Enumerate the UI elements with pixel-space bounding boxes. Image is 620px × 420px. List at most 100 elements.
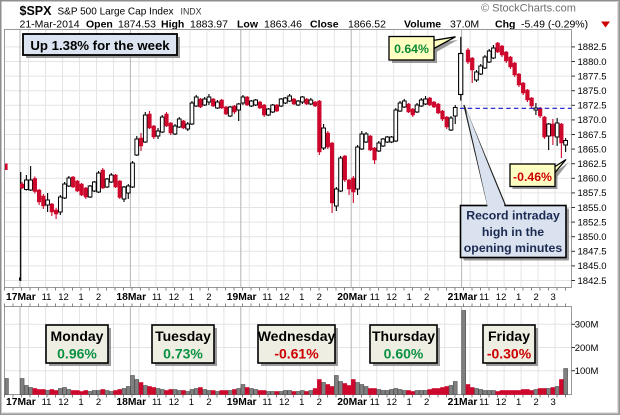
svg-text:1: 1 bbox=[78, 397, 83, 408]
svg-text:Volume: Volume bbox=[404, 18, 441, 30]
svg-text:1866.52: 1866.52 bbox=[348, 18, 386, 30]
svg-text:Low: Low bbox=[237, 18, 259, 30]
svg-text:Chg: Chg bbox=[495, 18, 515, 30]
svg-text:11: 11 bbox=[42, 292, 52, 303]
svg-text:1: 1 bbox=[516, 397, 521, 408]
svg-text:1: 1 bbox=[407, 292, 412, 303]
svg-text:Friday: Friday bbox=[488, 328, 530, 344]
svg-text:0.60%: 0.60% bbox=[384, 346, 424, 362]
svg-text:18Mar: 18Mar bbox=[116, 292, 146, 303]
svg-text:1: 1 bbox=[78, 292, 83, 303]
svg-text:3: 3 bbox=[550, 292, 555, 303]
svg-text:21Mar: 21Mar bbox=[448, 292, 478, 303]
svg-text:INDX: INDX bbox=[181, 6, 202, 16]
svg-text:1867.5: 1867.5 bbox=[578, 130, 607, 141]
svg-text:1865.0: 1865.0 bbox=[578, 144, 607, 155]
svg-text:1877.5: 1877.5 bbox=[578, 71, 607, 82]
svg-text:-5.49 (-0.29%): -5.49 (-0.29%) bbox=[521, 18, 588, 30]
svg-text:1: 1 bbox=[516, 292, 521, 303]
svg-text:2: 2 bbox=[96, 292, 101, 303]
svg-text:-0.46%: -0.46% bbox=[513, 170, 552, 184]
svg-text:21Mar: 21Mar bbox=[448, 397, 478, 408]
svg-text:11: 11 bbox=[370, 292, 380, 303]
svg-text:12: 12 bbox=[279, 292, 290, 303]
svg-text:0.64%: 0.64% bbox=[394, 42, 429, 56]
svg-text:20Mar: 20Mar bbox=[337, 292, 367, 303]
svg-text:17Mar: 17Mar bbox=[6, 292, 36, 303]
svg-text:11: 11 bbox=[479, 292, 489, 303]
svg-text:2: 2 bbox=[206, 292, 211, 303]
svg-text:high in the: high in the bbox=[482, 225, 544, 239]
svg-text:1860.0: 1860.0 bbox=[578, 174, 607, 185]
svg-text:-0.61%: -0.61% bbox=[274, 346, 319, 362]
svg-text:200M: 200M bbox=[575, 343, 599, 354]
svg-text:11: 11 bbox=[262, 397, 272, 408]
svg-text:20Mar: 20Mar bbox=[337, 397, 367, 408]
svg-text:Monday: Monday bbox=[51, 328, 104, 344]
svg-text:Open: Open bbox=[86, 18, 113, 30]
svg-text:opening minutes: opening minutes bbox=[464, 241, 563, 255]
svg-text:11: 11 bbox=[262, 292, 272, 303]
svg-text:2: 2 bbox=[96, 397, 101, 408]
svg-text:2: 2 bbox=[424, 397, 429, 408]
svg-text:$SPX: $SPX bbox=[20, 4, 53, 18]
svg-text:12: 12 bbox=[58, 292, 69, 303]
svg-text:1880.0: 1880.0 bbox=[578, 57, 607, 68]
svg-text:Wednesday: Wednesday bbox=[258, 328, 336, 344]
svg-text:3: 3 bbox=[550, 397, 555, 408]
svg-text:1855.0: 1855.0 bbox=[578, 203, 607, 214]
svg-text:1: 1 bbox=[189, 292, 194, 303]
svg-text:1842.5: 1842.5 bbox=[578, 276, 607, 287]
svg-text:21-Mar-2014: 21-Mar-2014 bbox=[20, 18, 80, 30]
svg-text:18Mar: 18Mar bbox=[116, 397, 146, 408]
svg-text:© StockCharts.com: © StockCharts.com bbox=[481, 3, 576, 15]
svg-text:0.73%: 0.73% bbox=[163, 346, 203, 362]
svg-text:2: 2 bbox=[317, 397, 322, 408]
svg-text:2: 2 bbox=[424, 292, 429, 303]
svg-text:11: 11 bbox=[42, 397, 52, 408]
svg-text:1: 1 bbox=[189, 397, 194, 408]
svg-text:12: 12 bbox=[279, 397, 290, 408]
svg-text:1870.0: 1870.0 bbox=[578, 115, 607, 126]
svg-text:19Mar: 19Mar bbox=[227, 292, 257, 303]
svg-text:300M: 300M bbox=[575, 320, 599, 331]
svg-text:12: 12 bbox=[496, 397, 507, 408]
svg-text:2: 2 bbox=[533, 292, 538, 303]
svg-text:1862.5: 1862.5 bbox=[578, 159, 607, 170]
svg-text:Up 1.38% for the week: Up 1.38% for the week bbox=[30, 38, 170, 53]
svg-text:11: 11 bbox=[370, 397, 380, 408]
svg-text:12: 12 bbox=[496, 292, 507, 303]
svg-text:1875.0: 1875.0 bbox=[578, 86, 607, 97]
svg-text:11: 11 bbox=[479, 397, 489, 408]
svg-text:Tuesday: Tuesday bbox=[155, 328, 211, 344]
svg-text:11: 11 bbox=[152, 292, 162, 303]
svg-text:1863.46: 1863.46 bbox=[264, 18, 302, 30]
svg-text:Thursday: Thursday bbox=[372, 328, 435, 344]
svg-text:1: 1 bbox=[407, 397, 412, 408]
svg-text:2: 2 bbox=[533, 397, 538, 408]
svg-text:1850.0: 1850.0 bbox=[578, 232, 607, 243]
svg-text:11: 11 bbox=[152, 397, 162, 408]
svg-text:-0.30%: -0.30% bbox=[487, 346, 532, 362]
svg-text:1847.5: 1847.5 bbox=[578, 247, 607, 258]
svg-text:1845.0: 1845.0 bbox=[578, 261, 607, 272]
svg-text:1882.5: 1882.5 bbox=[578, 42, 607, 53]
svg-text:1: 1 bbox=[299, 292, 304, 303]
svg-text:1883.97: 1883.97 bbox=[190, 18, 228, 30]
svg-text:17Mar: 17Mar bbox=[6, 397, 36, 408]
svg-text:Close: Close bbox=[310, 18, 339, 30]
svg-text:2: 2 bbox=[317, 292, 322, 303]
svg-text:12: 12 bbox=[169, 292, 180, 303]
svg-text:100M: 100M bbox=[575, 366, 599, 377]
svg-text:1: 1 bbox=[299, 397, 304, 408]
svg-text:12: 12 bbox=[58, 397, 69, 408]
svg-text:12: 12 bbox=[386, 292, 397, 303]
svg-text:2: 2 bbox=[206, 397, 211, 408]
svg-text:12: 12 bbox=[386, 397, 397, 408]
svg-text:1857.5: 1857.5 bbox=[578, 188, 607, 199]
svg-text:Record intraday: Record intraday bbox=[466, 209, 560, 223]
svg-text:12: 12 bbox=[169, 397, 180, 408]
svg-text:S&P 500 Large Cap Index: S&P 500 Large Cap Index bbox=[58, 6, 175, 18]
svg-text:1874.53: 1874.53 bbox=[118, 18, 156, 30]
svg-text:0.96%: 0.96% bbox=[57, 346, 97, 362]
